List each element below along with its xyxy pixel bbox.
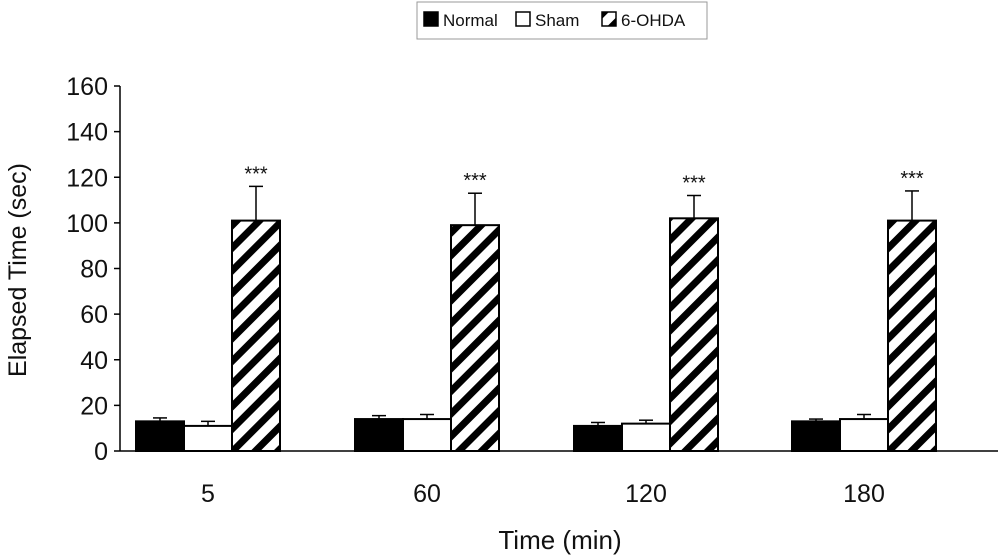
y-axis: 0 20 40 60 80 100 120 140 160 — [66, 73, 121, 466]
x-axis-label: Time (min) — [498, 525, 621, 555]
y-tick-label: 80 — [80, 256, 108, 284]
bar — [791, 420, 841, 452]
bar — [402, 418, 452, 452]
legend: Normal Sham 6-OHDA — [416, 1, 708, 40]
y-tick-label: 0 — [94, 438, 108, 466]
significance-annotation: *** — [682, 173, 706, 195]
bar — [887, 219, 937, 452]
y-tick-label: 100 — [66, 210, 108, 238]
y-tick-label: 160 — [66, 73, 108, 101]
bar — [135, 420, 185, 452]
legend-label: Normal — [443, 11, 498, 30]
bar — [450, 224, 500, 452]
y-tick-label: 120 — [66, 164, 108, 192]
bar — [231, 219, 281, 452]
significance-annotation: *** — [463, 170, 487, 192]
significance-annotation: *** — [244, 163, 268, 185]
legend-box — [416, 1, 708, 40]
legend-label: 6-OHDA — [621, 11, 686, 30]
bar — [669, 217, 719, 452]
bar — [839, 418, 889, 452]
bar — [573, 424, 623, 452]
bar — [183, 424, 233, 452]
y-tick-label: 140 — [66, 119, 108, 147]
x-tick-label: 180 — [843, 480, 885, 508]
legend-swatch — [515, 11, 531, 27]
bars: *** *** *** *** — [135, 163, 937, 452]
x-tick-label: 120 — [625, 480, 667, 508]
y-tick-label: 20 — [80, 392, 108, 420]
x-tick-label: 5 — [201, 480, 215, 508]
x-axis: 5 60 120 180 — [120, 450, 998, 508]
legend-label: Sham — [535, 11, 579, 30]
significance-annotation: *** — [900, 168, 924, 190]
bar — [354, 418, 404, 452]
legend-swatch — [423, 11, 439, 27]
y-tick-label: 60 — [80, 301, 108, 329]
x-tick-label: 60 — [413, 480, 441, 508]
y-axis-label: Elapsed Time (sec) — [4, 163, 32, 377]
bar — [621, 422, 671, 452]
y-tick-label: 40 — [80, 347, 108, 375]
legend-swatch — [601, 11, 617, 27]
